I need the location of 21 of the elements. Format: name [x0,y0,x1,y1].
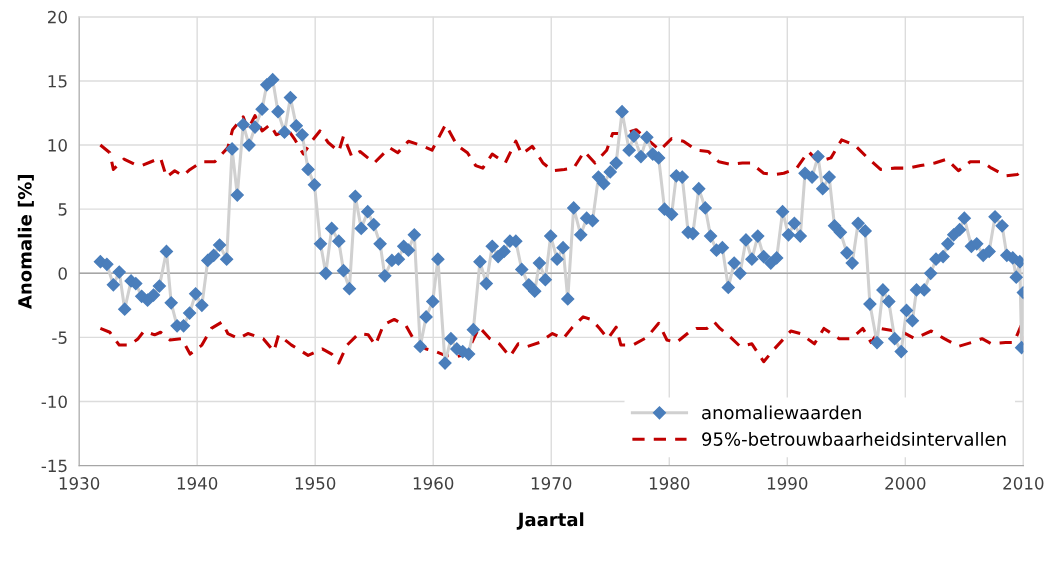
y-axis-title: Anomalie [%] [17,174,34,310]
y-tick-label: -10 [41,395,67,409]
legend-label: anomaliewaarden [702,405,861,420]
x-tick-label: 1960 [413,477,454,490]
y-tick-label: -5 [52,331,67,344]
y-tick-label: 10 [48,139,67,152]
x-tick-label: 1980 [649,477,690,490]
x-tick-label: 2010 [1003,477,1044,490]
x-tick-label: 2000 [885,477,926,490]
y-tick-label: 5 [58,203,67,216]
legend-label: 95%-betrouwbaarheidsintervallen [702,431,1006,446]
x-tick-label: 1970 [531,477,572,490]
x-tick-label: 1990 [767,477,808,490]
y-tick-label: 20 [48,10,67,24]
y-tick-label: 0 [58,267,67,280]
x-tick-label: 1940 [177,477,218,490]
y-tick-label: 15 [48,75,67,88]
x-axis-title: Jaartal [516,512,584,530]
y-tick-label: -15 [41,459,67,473]
x-tick-label: 1950 [295,477,336,490]
x-tick-label: 1930 [59,477,100,490]
